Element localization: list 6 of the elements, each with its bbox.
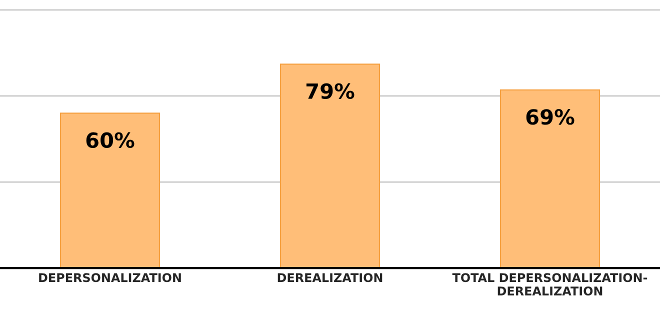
data-label: 69% [526,109,574,125]
x-tick-label: DEPERSONALIZATION [39,273,181,282]
x-tick-label: DEREALIZATION [278,273,382,282]
data-label: 60% [86,132,134,148]
data-label: 79% [306,83,354,99]
x-tick-label: TOTAL DEPERSONALIZATION- DEREALIZATION [452,273,648,296]
